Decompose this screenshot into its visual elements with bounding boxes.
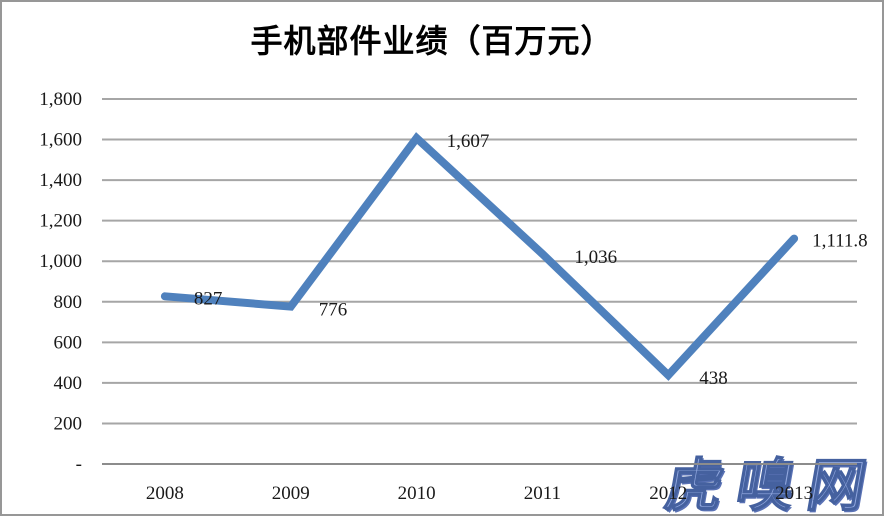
data-point-label: 827 — [194, 288, 223, 309]
data-line-series — [160, 132, 799, 381]
y-tick-label: 200 — [54, 413, 83, 434]
x-tick-label: 2011 — [524, 483, 561, 504]
data-point-label: 438 — [699, 368, 728, 389]
y-tick-label: 1,800 — [39, 89, 82, 110]
x-tick-label: 2012 — [649, 483, 687, 504]
x-tick-label: 2009 — [272, 483, 310, 504]
y-tick-label: 1,600 — [39, 130, 82, 151]
y-tick-label: 1,400 — [39, 170, 82, 191]
y-tick-label: 1,200 — [39, 211, 82, 232]
y-tick-label: 600 — [54, 332, 83, 353]
y-tick-label: 800 — [54, 292, 83, 313]
y-tick-label: - — [76, 454, 82, 475]
data-point-label: 1,036 — [574, 247, 617, 268]
x-tick-label: 2013 — [775, 483, 813, 504]
y-tick-label: 1,000 — [39, 251, 82, 272]
chart-title: 手机部件业绩（百万元） — [250, 23, 614, 59]
data-point-label: 1,111.8 — [812, 231, 868, 252]
x-tick-label: 2010 — [398, 483, 436, 504]
data-point-label: 1,607 — [447, 131, 490, 152]
x-tick-label: 2008 — [146, 483, 184, 504]
data-point-label: 776 — [319, 300, 348, 321]
y-tick-label: 400 — [54, 373, 83, 394]
